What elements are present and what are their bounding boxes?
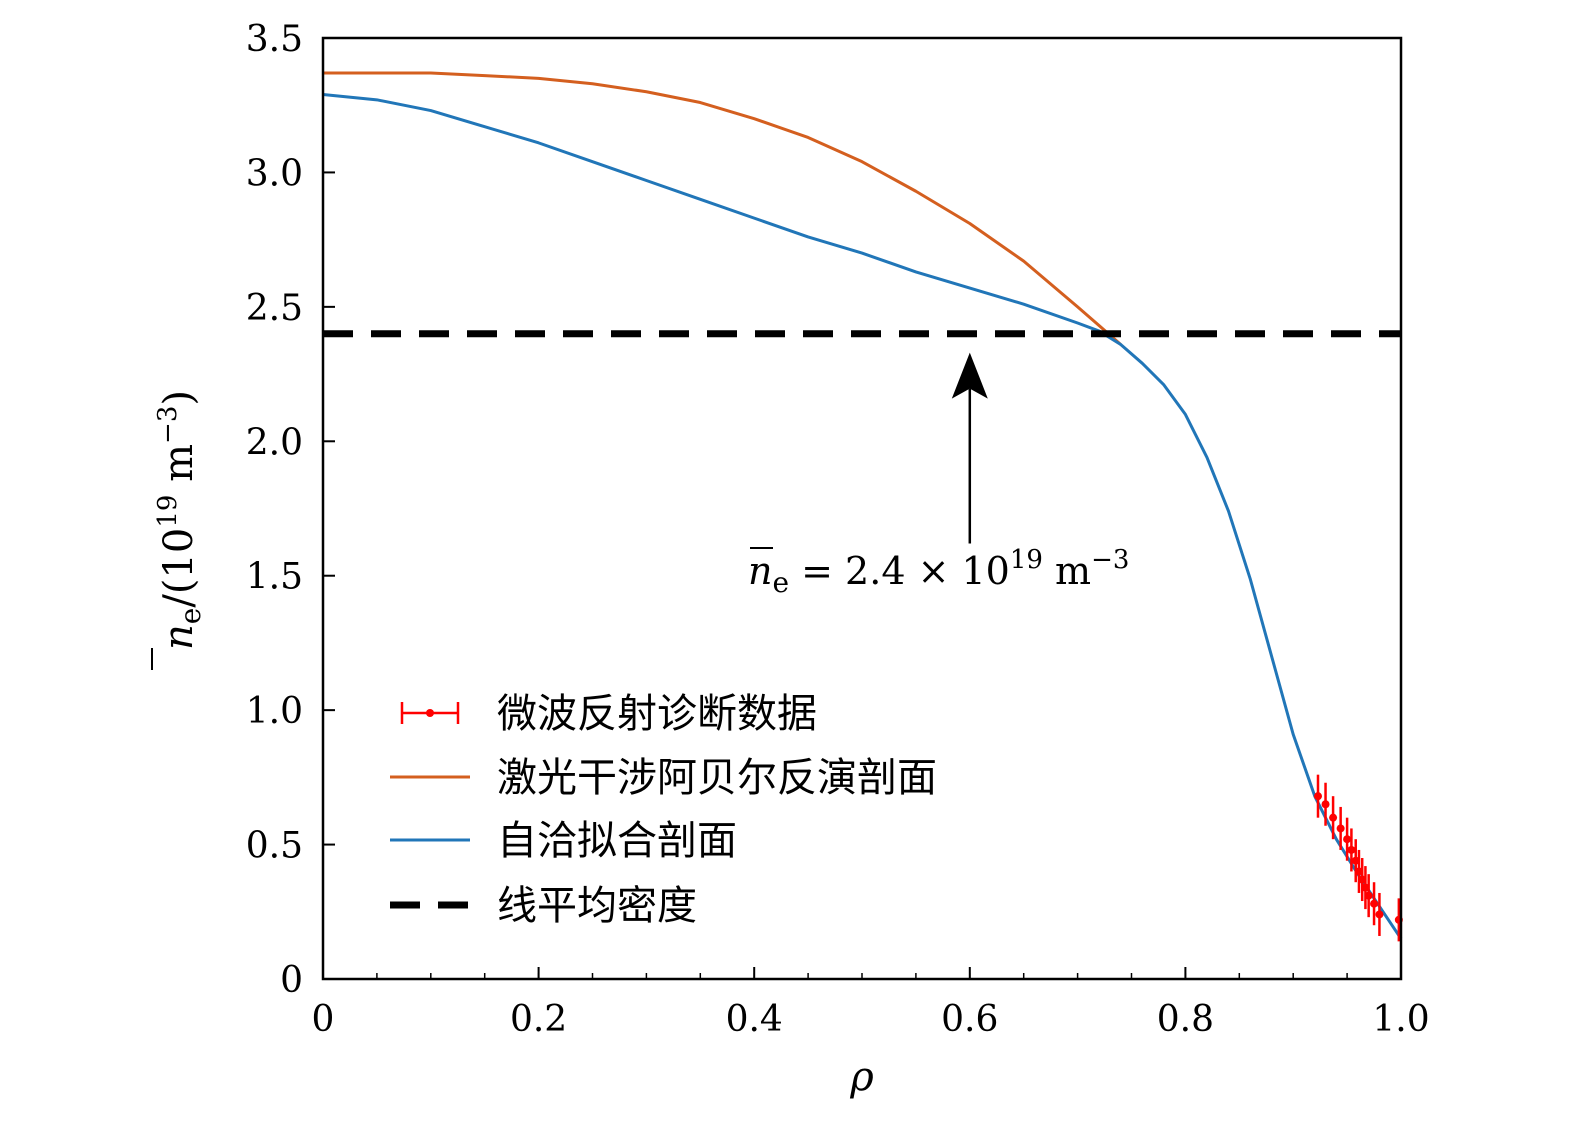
- y-label-sub: e: [174, 608, 207, 625]
- y-tick-label: 3.5: [246, 19, 303, 60]
- series-line-abel-inversion: [323, 71, 1122, 346]
- y-label-main: n: [156, 624, 202, 650]
- y-tick-label: 2.5: [246, 288, 303, 329]
- x-tick-label: 0.8: [1157, 999, 1214, 1040]
- x-axis-label: ρ: [849, 1054, 874, 1100]
- y-tick-label: 2.0: [246, 422, 303, 463]
- legend-label: 激光干涉阿贝尔反演剖面: [497, 755, 937, 801]
- y-label-prefix: /(10: [156, 528, 202, 608]
- data-point: [1321, 800, 1330, 809]
- x-tick-label: 0.4: [726, 999, 783, 1040]
- y-label-close: ): [156, 390, 202, 406]
- data-point: [1336, 824, 1345, 833]
- y-label-unit-exp: −3: [153, 406, 183, 444]
- y-axis-label: ne/(1019 m−3): [153, 390, 207, 650]
- x-tick-label: 0: [312, 999, 335, 1040]
- plot-frame: [321, 36, 1403, 981]
- y-tick-label: 0.5: [246, 826, 303, 867]
- series-line-self-consistent-fit: [322, 92, 1403, 940]
- y-tick-label: 3.0: [246, 153, 303, 194]
- legend-label: 微波反射诊断数据: [497, 691, 817, 737]
- legend-label: 线平均密度: [497, 883, 697, 929]
- data-point: [1370, 899, 1379, 908]
- legend-marker-point: [426, 709, 434, 717]
- x-tick-label: 1.0: [1372, 999, 1429, 1040]
- annotation-sub: e: [772, 566, 789, 599]
- y-label-unit: m: [156, 444, 202, 495]
- data-point: [1343, 835, 1352, 844]
- data-point: [1347, 845, 1356, 854]
- y-tick-label: 1.5: [246, 557, 303, 598]
- data-point: [1364, 891, 1373, 900]
- legend-label: 自洽拟合剖面: [497, 818, 737, 864]
- annotation-unit: m: [1043, 549, 1091, 593]
- annotation-eq: = 2.4 × 10: [789, 549, 1010, 593]
- annotation-text: ne = 2.4 × 1019 m−3: [748, 545, 1129, 599]
- x-tick-label: 0.2: [510, 999, 567, 1040]
- data-point: [1313, 792, 1322, 801]
- data-point: [1375, 910, 1384, 919]
- y-label-exp: 19: [153, 495, 183, 528]
- annotation-exp: 19: [1010, 545, 1043, 575]
- annotation-arrow-head: [951, 352, 988, 399]
- y-tick-label: 1.0: [246, 691, 303, 732]
- x-tick-label: 0.6: [941, 999, 998, 1040]
- plot-marks: [322, 71, 1403, 942]
- y-tick-label: 0: [280, 960, 303, 1001]
- data-point: [1329, 813, 1338, 822]
- annotation-unit-exp: −3: [1091, 545, 1129, 575]
- axis-ticks: 0 0.2 0.4 0.6 0.8 1.0 0 0.5 1.0 1.5 2.0 2.5 3.0 3.5: [246, 19, 1430, 1040]
- annotation-n: n: [748, 549, 772, 593]
